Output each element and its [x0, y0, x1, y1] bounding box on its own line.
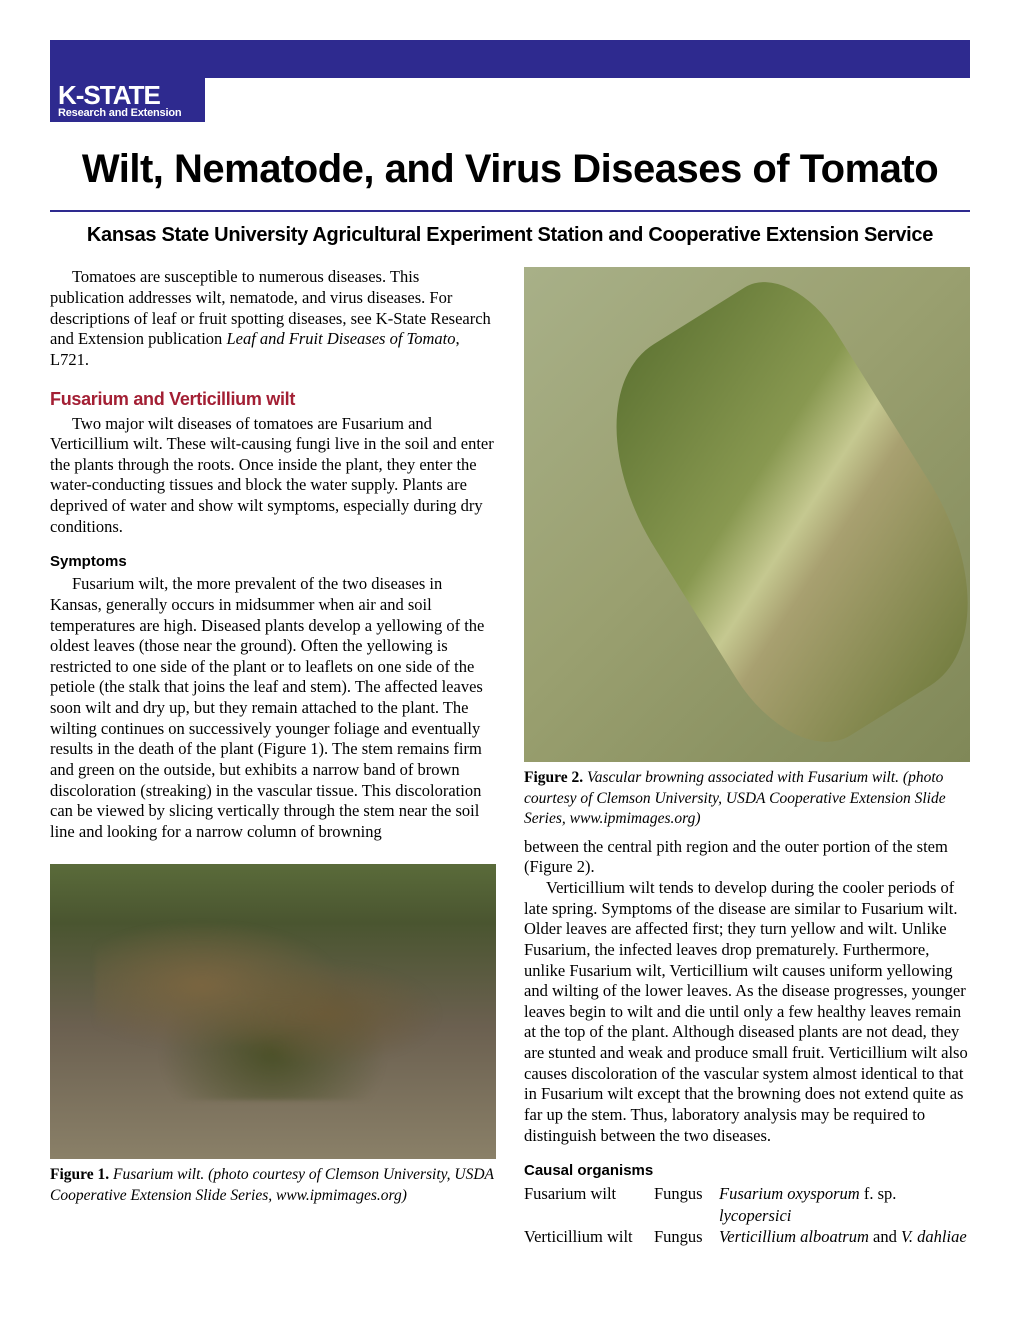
page-subtitle: Kansas State University Agricultural Exp… — [50, 224, 970, 247]
figure-1-caption-text: Fusarium wilt. (photo courtesy of Clemso… — [50, 1166, 494, 1203]
figure-2: Figure 2. Vascular browning associated w… — [524, 267, 970, 828]
causal-type: Fungus — [654, 1226, 719, 1247]
intro-italic: Leaf and Fruit Diseases of Tomato — [226, 329, 455, 348]
symptoms-paragraph: Fusarium wilt, the more prevalent of the… — [50, 574, 496, 842]
symptoms-heading: Symptoms — [50, 553, 496, 570]
page-title: Wilt, Nematode, and Virus Diseases of To… — [50, 147, 970, 192]
section-heading-fusarium: Fusarium and Verticillium wilt — [50, 389, 496, 410]
col2-continuation: between the central pith region and the … — [524, 837, 970, 878]
causal-heading: Causal organisms — [524, 1162, 970, 1179]
logo-block: K-STATE Research and Extension — [50, 78, 205, 122]
two-column-layout: Tomatoes are susceptible to numerous dis… — [50, 267, 970, 1247]
causal-table: Fusarium wilt Fungus Fusarium oxysporum … — [524, 1183, 970, 1247]
logo-main: K-STATE — [58, 84, 197, 107]
causal-row-verticillium: Verticillium wilt Fungus Verticillium al… — [524, 1226, 970, 1247]
left-column: Tomatoes are susceptible to numerous dis… — [50, 267, 496, 1247]
figure-1-image — [50, 864, 496, 1159]
figure-2-image — [524, 267, 970, 762]
causal-name: Verticillium wilt — [524, 1226, 654, 1247]
figure-2-caption: Figure 2. Vascular browning associated w… — [524, 768, 970, 828]
title-rule — [50, 210, 970, 212]
col2-verticillium-para: Verticillium wilt tends to develop durin… — [524, 878, 970, 1146]
figure-1-label: Figure 1. — [50, 1166, 109, 1183]
causal-organism: Fusarium oxysporum f. sp. lycopersici — [719, 1183, 970, 1226]
figure-2-caption-text: Vascular browning associated with Fusari… — [524, 769, 946, 826]
logo-sub: Research and Extension — [58, 107, 197, 119]
figure-1: Figure 1. Fusarium wilt. (photo courtesy… — [50, 864, 496, 1205]
figure-1-caption: Figure 1. Fusarium wilt. (photo courtesy… — [50, 1165, 496, 1205]
figure-2-label: Figure 2. — [524, 769, 583, 786]
causal-name: Fusarium wilt — [524, 1183, 654, 1226]
right-column: Figure 2. Vascular browning associated w… — [524, 267, 970, 1247]
intro-paragraph: Tomatoes are susceptible to numerous dis… — [50, 267, 496, 370]
header-bar — [50, 40, 970, 78]
causal-organism: Verticillium alboatrum and V. dahliae — [719, 1226, 970, 1247]
causal-type: Fungus — [654, 1183, 719, 1226]
causal-row-fusarium: Fusarium wilt Fungus Fusarium oxysporum … — [524, 1183, 970, 1226]
col2-text-block: between the central pith region and the … — [524, 837, 970, 1146]
section1-para1: Two major wilt diseases of tomatoes are … — [50, 414, 496, 538]
